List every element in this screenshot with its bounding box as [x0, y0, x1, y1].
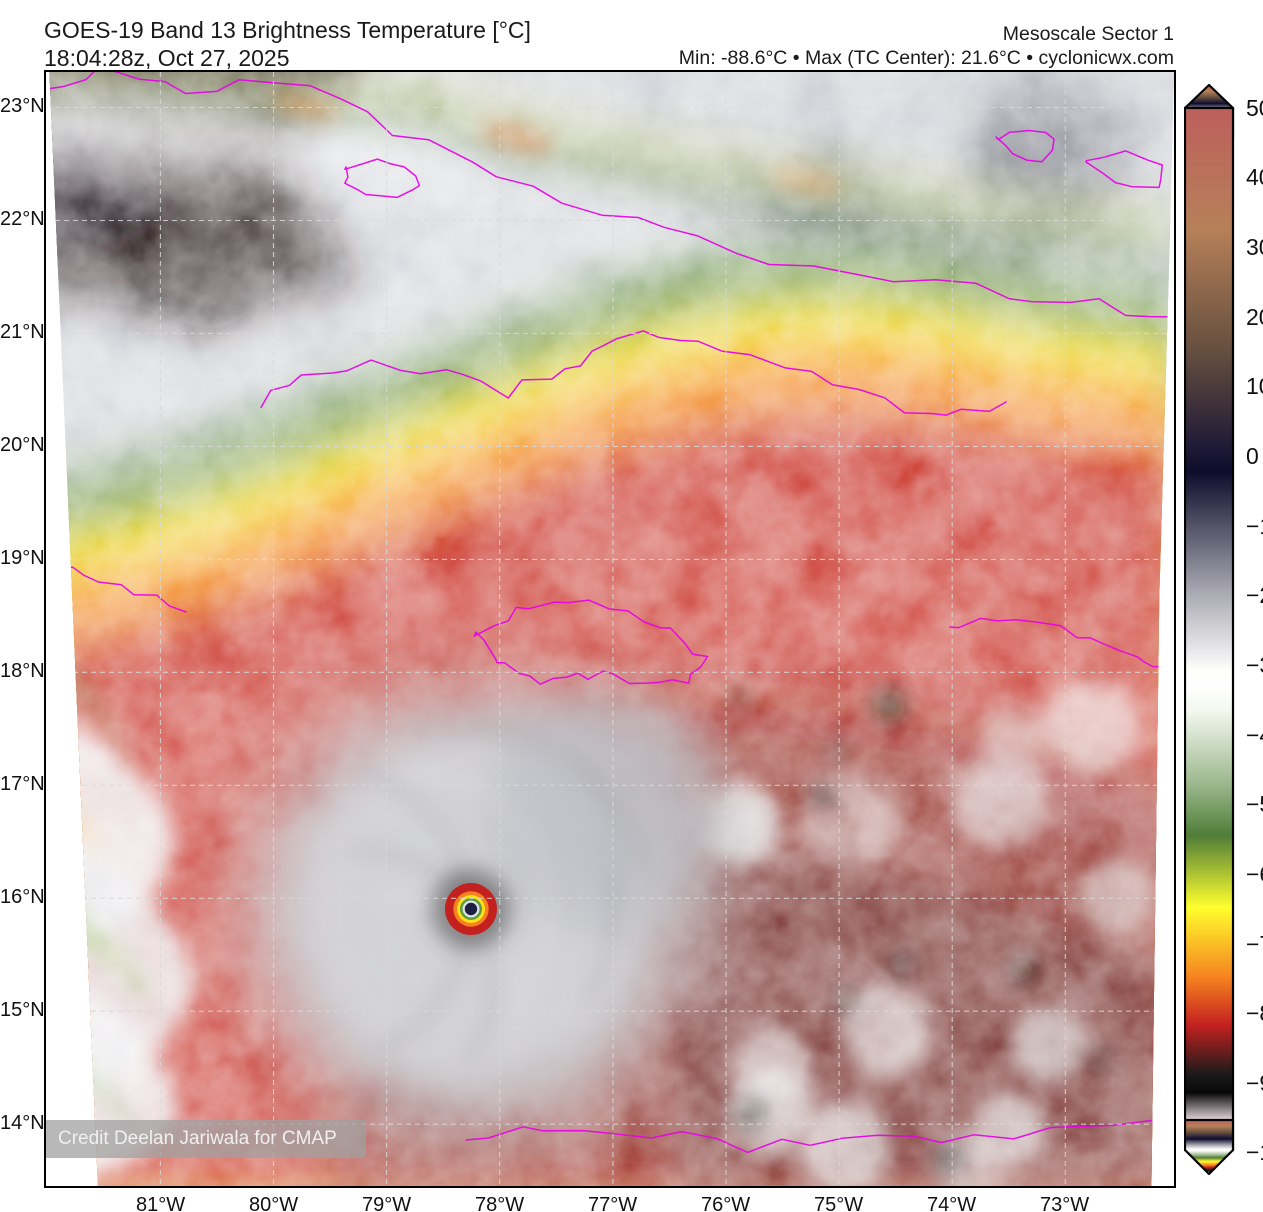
- svg-text:−10: −10: [1246, 513, 1263, 539]
- svg-text:30: 30: [1246, 234, 1263, 260]
- svg-text:0: 0: [1246, 443, 1259, 469]
- svg-text:−30: −30: [1246, 652, 1263, 678]
- svg-text:−40: −40: [1246, 722, 1263, 748]
- svg-text:−20: −20: [1246, 582, 1263, 608]
- svg-text:−50: −50: [1246, 791, 1263, 817]
- svg-text:−60: −60: [1246, 861, 1263, 887]
- svg-text:−70: −70: [1246, 931, 1263, 957]
- svg-text:−80: −80: [1246, 1000, 1263, 1026]
- svg-text:40: 40: [1246, 164, 1263, 190]
- svg-text:10: 10: [1246, 373, 1263, 399]
- svg-text:50: 50: [1246, 95, 1263, 121]
- svg-text:−100: −100: [1246, 1139, 1263, 1165]
- svg-text:20: 20: [1246, 304, 1263, 330]
- svg-text:−90: −90: [1246, 1070, 1263, 1096]
